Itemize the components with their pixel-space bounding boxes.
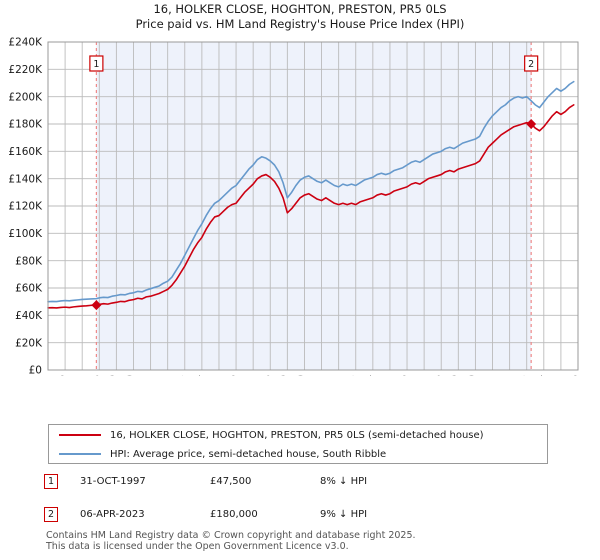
transaction-price-1: £47,500 — [210, 475, 252, 487]
svg-text:1: 1 — [93, 59, 99, 70]
svg-text:£160K: £160K — [8, 146, 43, 158]
svg-text:2: 2 — [528, 59, 534, 70]
svg-text:2004: 2004 — [193, 375, 205, 376]
svg-text:2020: 2020 — [466, 375, 478, 376]
svg-text:£40K: £40K — [15, 310, 43, 322]
svg-text:2011: 2011 — [313, 375, 325, 376]
legend-label-price-paid: 16, HOLKER CLOSE, HOGHTON, PRESTON, PR5 … — [110, 429, 484, 441]
footer-line-1: Contains HM Land Registry data © Crown c… — [46, 530, 416, 541]
transaction-hpi-delta-2: 9% ↓ HPI — [320, 508, 368, 520]
chart-canvas: £0 £20K £40K £60K £80K £100K £120K £140K £160K £1… — [8, 37, 581, 376]
transaction-row-2: 2 06-APR-2023 £180,000 9% ↓ HPI — [44, 505, 564, 523]
transaction-row-1: 1 31-OCT-1997 £47,500 8% ↓ HPI — [44, 472, 564, 490]
svg-text:£100K: £100K — [8, 228, 43, 240]
svg-text:1995: 1995 — [39, 375, 51, 376]
legend-item-hpi: HPI: Average price, semi-detached house,… — [49, 445, 547, 463]
svg-text:2012: 2012 — [330, 375, 342, 376]
transaction-number-1: 1 — [44, 473, 58, 489]
svg-text:2002: 2002 — [159, 375, 171, 376]
svg-text:£60K: £60K — [15, 283, 43, 295]
svg-text:£220K: £220K — [8, 64, 43, 76]
svg-text:1996: 1996 — [56, 375, 68, 376]
svg-text:2015: 2015 — [381, 375, 393, 376]
transaction-date-1: 31-OCT-1997 — [80, 475, 146, 487]
svg-text:£140K: £140K — [8, 173, 43, 185]
svg-text:2025: 2025 — [552, 375, 564, 376]
svg-text:2013: 2013 — [347, 375, 359, 376]
footer-line-2: This data is licensed under the Open Gov… — [46, 541, 349, 552]
svg-text:1998: 1998 — [90, 375, 102, 376]
svg-text:1997: 1997 — [73, 375, 85, 376]
svg-text:2010: 2010 — [295, 375, 307, 376]
chart-series-lines — [47, 80, 575, 309]
title-line-2: Price paid vs. HM Land Registry's House … — [135, 17, 465, 31]
transaction-number-2: 2 — [44, 506, 58, 522]
svg-text:2026: 2026 — [569, 375, 581, 376]
copyright-footer: Contains HM Land Registry data © Crown c… — [46, 530, 586, 552]
page-title: 16, HOLKER CLOSE, HOGHTON, PRESTON, PR5 … — [0, 2, 600, 32]
svg-text:£180K: £180K — [8, 119, 43, 131]
transaction-price-2: £180,000 — [210, 508, 258, 520]
legend-swatch-hpi — [59, 453, 101, 455]
svg-text:£240K: £240K — [8, 37, 43, 49]
svg-text:2018: 2018 — [432, 375, 444, 376]
svg-text:2008: 2008 — [261, 375, 273, 376]
chart-gridlines — [47, 41, 579, 371]
svg-text:2014: 2014 — [364, 375, 376, 376]
svg-text:£120K: £120K — [8, 201, 43, 213]
legend-item-price-paid: 16, HOLKER CLOSE, HOGHTON, PRESTON, PR5 … — [49, 426, 547, 444]
svg-text:2006: 2006 — [227, 375, 239, 376]
x-axis-tick-labels: 1995 1996 1997 1998 1999 2000 2001 2002 2003 2004… — [39, 375, 581, 376]
svg-text:2016: 2016 — [398, 375, 410, 376]
svg-text:2005: 2005 — [210, 375, 222, 376]
title-line-1: 16, HOLKER CLOSE, HOGHTON, PRESTON, PR5 … — [153, 2, 447, 16]
svg-text:2019: 2019 — [449, 375, 461, 376]
legend-label-hpi: HPI: Average price, semi-detached house,… — [110, 448, 387, 460]
svg-text:2003: 2003 — [176, 375, 188, 376]
svg-text:2021: 2021 — [484, 375, 496, 376]
svg-text:£0: £0 — [29, 365, 42, 376]
transaction-hpi-delta-1: 8% ↓ HPI — [320, 475, 368, 487]
svg-text:2009: 2009 — [278, 375, 290, 376]
svg-text:£200K: £200K — [8, 91, 43, 103]
svg-text:2007: 2007 — [244, 375, 256, 376]
transaction-date-2: 06-APR-2023 — [80, 508, 145, 520]
svg-text:2022: 2022 — [501, 375, 513, 376]
svg-text:2024: 2024 — [535, 375, 547, 376]
svg-text:2001: 2001 — [142, 375, 154, 376]
svg-text:1999: 1999 — [107, 375, 119, 376]
price-history-chart: £0 £20K £40K £60K £80K £100K £120K £140K £160K £1… — [0, 36, 600, 376]
svg-text:2017: 2017 — [415, 375, 427, 376]
svg-text:£80K: £80K — [15, 255, 43, 267]
chart-frame — [47, 41, 579, 371]
chart-legend: 16, HOLKER CLOSE, HOGHTON, PRESTON, PR5 … — [48, 424, 548, 464]
y-axis-tick-labels: £0 £20K £40K £60K £80K £100K £120K £140K £160K £1… — [8, 37, 43, 376]
svg-text:2000: 2000 — [124, 375, 136, 376]
legend-swatch-price-paid — [59, 434, 101, 436]
svg-text:2023: 2023 — [518, 375, 530, 376]
svg-text:£20K: £20K — [15, 337, 43, 349]
